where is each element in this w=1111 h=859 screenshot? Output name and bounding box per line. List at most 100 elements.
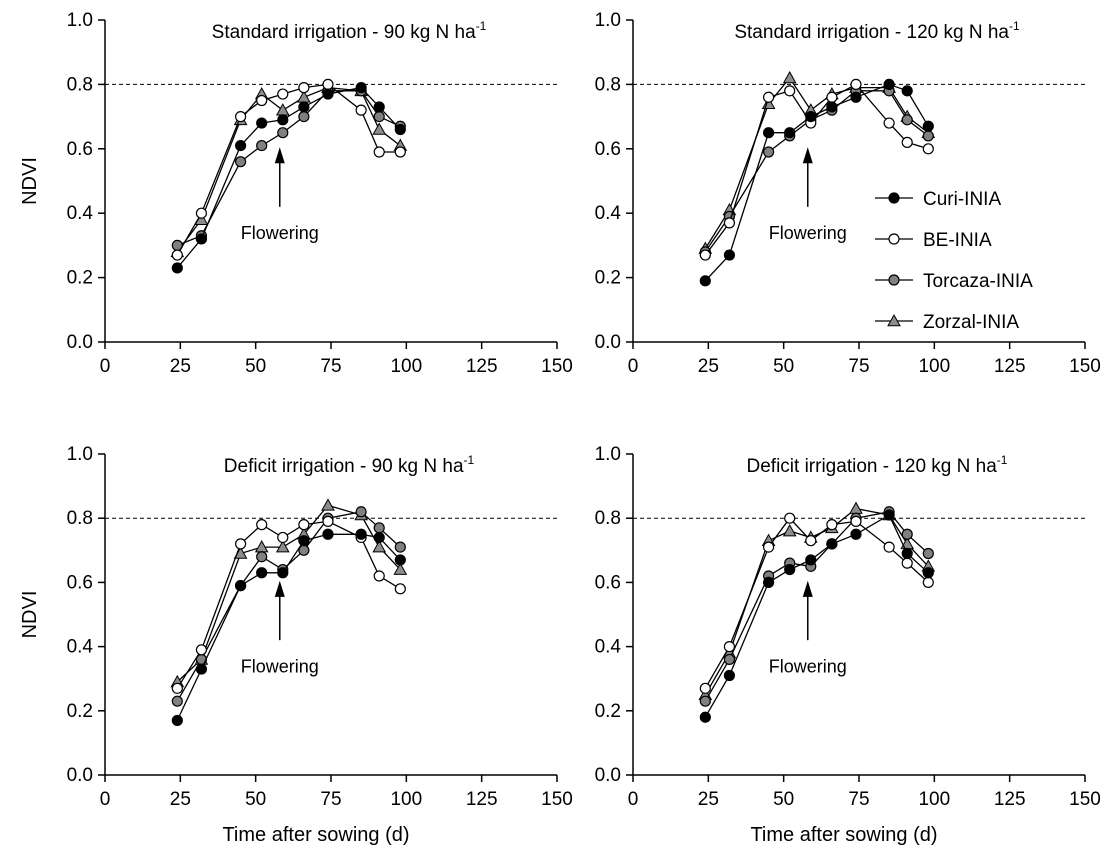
legend-label: Zorzal-INIA: [923, 312, 1019, 333]
data-point: [901, 528, 913, 540]
flowering-arrow-head: [274, 147, 285, 164]
data-point: [883, 541, 895, 553]
data-point: [372, 122, 387, 135]
series-curi-inia: [699, 78, 934, 287]
data-point: [922, 130, 934, 142]
series-curi-inia: [699, 509, 934, 723]
series-be-inia: [699, 512, 934, 694]
chart-panel-2: 0.0 0.2 0.4 0.6 0.8 1.0 0 25 50 75 100 125 150 Standa…: [595, 10, 1101, 377]
series-line-curi-inia: [704, 514, 929, 718]
data-point: [195, 207, 208, 219]
x-tick-label: 0: [628, 356, 639, 377]
y-tick-label: 0.0: [67, 765, 93, 786]
y-tick-label: 1.0: [595, 10, 621, 31]
y-tick-label: 0.2: [595, 701, 621, 722]
y-tick-label: 0.0: [67, 332, 93, 353]
data-point: [883, 117, 895, 129]
data-point: [922, 120, 934, 132]
flowering-arrow-head: [274, 580, 285, 597]
data-point: [883, 509, 895, 521]
series-line-zorzal-inia: [176, 86, 401, 253]
legend-item-curi-inia: Curi-INIA: [875, 189, 1001, 210]
legend-label: Curi-INIA: [923, 189, 1001, 210]
y-tick-label: 0.0: [595, 765, 621, 786]
data-point: [393, 562, 408, 575]
data-point: [901, 136, 913, 148]
x-tick-label: 0: [100, 356, 111, 377]
y-axis-title: NDVI: [19, 591, 41, 639]
data-point: [171, 695, 183, 707]
flowering-label: Flowering: [241, 656, 319, 676]
y-tick-label: 0.4: [595, 637, 622, 658]
legend-item-be-inia: BE-INIA: [875, 230, 992, 251]
data-point: [373, 101, 385, 113]
data-point: [723, 249, 736, 261]
data-point: [277, 567, 289, 579]
legend-marker: [887, 313, 901, 327]
x-tick-label: 50: [245, 789, 266, 810]
data-point: [322, 528, 334, 540]
x-tick-label: 75: [320, 356, 341, 377]
data-point: [372, 540, 387, 553]
data-point: [394, 123, 406, 136]
y-tick-label: 0.8: [595, 74, 621, 95]
legend-marker: [888, 274, 900, 286]
data-point: [922, 567, 934, 579]
chart-panel-4: 0.0 0.2 0.4 0.6 0.8 1.0 0 25 50 75 100 125 150 Time a…: [595, 444, 1101, 846]
series-line-curi-inia: [704, 83, 929, 282]
y-tick-label: 0.6: [595, 139, 621, 160]
data-point: [723, 653, 736, 666]
data-point: [762, 91, 775, 103]
legend-label: BE-INIA: [923, 230, 992, 251]
legend-marker: [888, 192, 900, 204]
data-point: [782, 524, 797, 537]
data-point: [901, 557, 913, 569]
x-axis-title: Time after sowing (d): [222, 824, 409, 846]
data-point: [322, 88, 334, 100]
y-tick-label: 1.0: [67, 10, 93, 31]
data-point: [171, 262, 183, 274]
data-point: [235, 580, 247, 592]
x-tick-label: 0: [100, 789, 111, 810]
x-tick-label: 100: [918, 356, 950, 377]
x-tick-label: 25: [698, 789, 719, 810]
y-tick-label: 0.0: [595, 332, 621, 353]
data-point: [275, 103, 290, 116]
series-line-be-inia: [704, 517, 929, 689]
y-tick-label: 0.8: [595, 508, 621, 529]
data-point: [922, 576, 934, 589]
data-point: [275, 540, 290, 553]
data-point: [171, 682, 183, 694]
y-tick-label: 0.4: [67, 203, 94, 224]
x-tick-label: 125: [466, 789, 498, 810]
y-tick-label: 0.2: [67, 268, 93, 289]
data-point: [699, 682, 711, 694]
data-point: [723, 217, 736, 229]
data-point: [850, 78, 862, 91]
flowering-label: Flowering: [241, 223, 319, 243]
y-axis-title: NDVI: [19, 157, 41, 205]
x-tick-label: 25: [170, 356, 191, 377]
series-curi-inia: [171, 528, 406, 727]
x-tick-label: 150: [1069, 789, 1101, 810]
data-point: [298, 519, 310, 531]
y-tick-label: 0.8: [67, 74, 93, 95]
series-line-be-inia: [176, 83, 401, 256]
y-tick-label: 0.8: [67, 508, 93, 529]
x-tick-label: 150: [541, 789, 573, 810]
data-point: [355, 104, 367, 116]
data-point: [723, 669, 736, 682]
data-point: [922, 547, 934, 560]
x-tick-label: 75: [848, 789, 869, 810]
x-tick-label: 125: [466, 356, 498, 377]
legend-item-zorzal-inia: Zorzal-INIA: [875, 312, 1019, 333]
data-point: [850, 515, 862, 528]
data-point: [699, 711, 711, 723]
series-be-inia: [171, 515, 406, 694]
data-point: [256, 139, 268, 152]
data-point: [256, 551, 268, 563]
y-tick-label: 0.4: [67, 637, 94, 658]
data-point: [394, 583, 406, 595]
data-point: [373, 522, 385, 534]
